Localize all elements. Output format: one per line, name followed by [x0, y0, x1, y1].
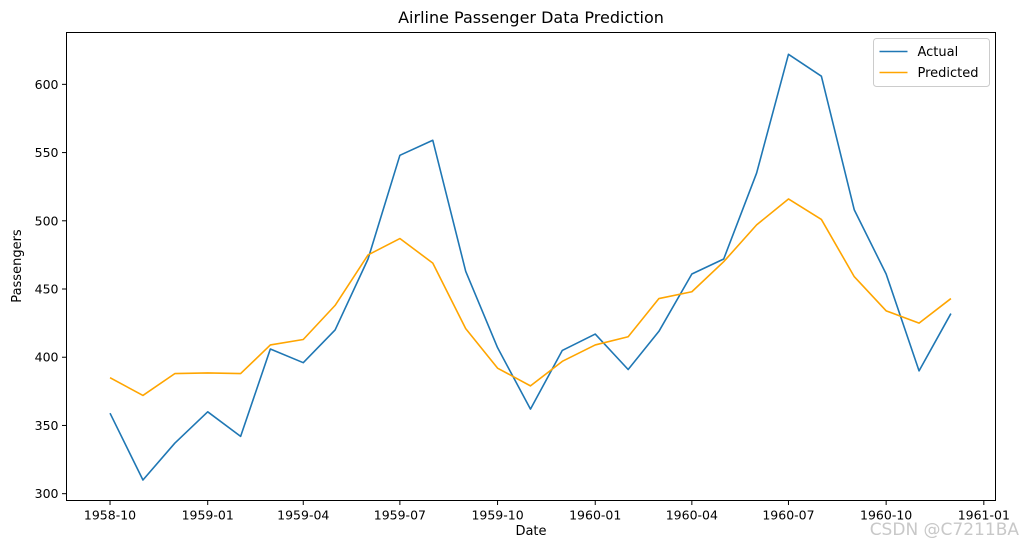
- x-tick-label: 1958-10: [84, 508, 136, 523]
- series-line-predicted: [109, 198, 952, 397]
- x-tick-label: 1960-10: [860, 508, 912, 523]
- x-tick-label: 1961-01: [958, 508, 1010, 523]
- y-tick-label: 300: [35, 486, 59, 501]
- y-axis: 300 350 400 450 500 550 600: [35, 77, 67, 501]
- y-tick-label: 550: [35, 145, 59, 160]
- x-tick-label: 1959-01: [182, 508, 234, 523]
- chart-title: Airline Passenger Data Prediction: [398, 8, 664, 27]
- x-axis-label: Date: [515, 524, 546, 539]
- x-axis: 1958-10 1959-01 1959-04 1959-07 1959-10 1960-…: [84, 500, 1010, 523]
- legend-box: [873, 38, 990, 87]
- series-line-actual: [109, 53, 952, 481]
- x-tick-label: 1960-07: [762, 508, 814, 523]
- x-tick-label: 1960-01: [569, 508, 621, 523]
- legend-label-actual: Actual: [918, 45, 959, 60]
- y-tick-label: 400: [35, 350, 59, 365]
- y-axis-label: Passengers: [10, 229, 25, 303]
- series-layer: [109, 53, 952, 481]
- legend: Actual Predicted: [873, 38, 990, 87]
- x-tick-label: 1959-04: [277, 508, 329, 523]
- y-tick-label: 500: [35, 213, 59, 228]
- y-tick-label: 600: [35, 77, 59, 92]
- x-tick-label: 1960-04: [666, 508, 718, 523]
- y-tick-label: 350: [35, 418, 59, 433]
- y-tick-label: 450: [35, 282, 59, 297]
- x-tick-label: 1959-10: [471, 508, 523, 523]
- x-tick-label: 1959-07: [374, 508, 426, 523]
- legend-label-predicted: Predicted: [918, 66, 979, 81]
- plot-area: [66, 32, 996, 501]
- watermark: CSDN @C7211BA: [869, 520, 1019, 540]
